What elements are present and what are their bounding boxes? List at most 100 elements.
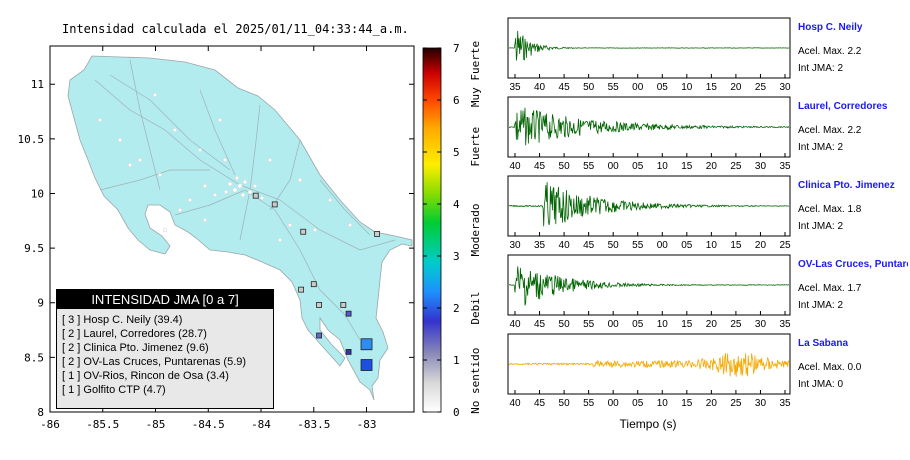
station-jma: Int JMA: 2	[798, 300, 844, 311]
waveform-trace	[509, 266, 789, 306]
legend-item: [ 1 ] Golfito CTP (4.7)	[62, 384, 166, 396]
station-name: La Sabana	[798, 338, 849, 349]
waveform-tick-label: 05	[632, 398, 644, 409]
colorbar-tick-label: 7	[453, 42, 460, 55]
waveform-tick-label: 20	[706, 161, 718, 172]
waveform-tick-label: 55	[583, 319, 595, 330]
station-pga: Acel. Max. 0.0	[798, 362, 862, 373]
station-marker	[345, 310, 352, 317]
waveform-trace	[508, 107, 790, 146]
waveform-tick-label: 35	[779, 398, 791, 409]
waveform-tick-label: 10	[657, 319, 669, 330]
waveform-tick-label: 05	[657, 82, 669, 93]
station-marker	[340, 302, 347, 308]
waveform-tick-label: 00	[608, 398, 620, 409]
waveform-tick-label: 15	[681, 319, 693, 330]
waveform-panel: 35 40 45 50 55 00 05 10 15 20 25 30	[507, 17, 791, 93]
waveform-tick-label: 50	[608, 240, 620, 251]
station-marker	[360, 359, 373, 371]
waveform-tick-label: 45	[559, 82, 571, 93]
lon-tick-label: -84	[251, 418, 271, 431]
longitude-axis: -86 -85.5 -85 -84.5 -84 -83.5 -83	[40, 46, 376, 431]
station-marker	[252, 192, 259, 199]
lat-tick-label: 8.5	[24, 351, 44, 364]
waveform-tick-label: 00	[632, 82, 644, 93]
waveform-tick-label: 40	[534, 82, 546, 93]
waveform-tick-label: 25	[730, 319, 742, 330]
waveform-tick-label: 50	[583, 82, 595, 93]
waveform-tick-label: 55	[632, 240, 644, 251]
waveform-tick-label: 15	[706, 82, 718, 93]
time-axis-label: Tiempo (s)	[620, 417, 677, 431]
waveform-tick-label: 55	[583, 161, 595, 172]
waveform-tick-label: 15	[681, 161, 693, 172]
colorbar-tick-label: 2	[453, 302, 460, 315]
waveform-tick-label: 45	[534, 398, 546, 409]
page-title: Intensidad calculada el 2025/01/11_04:33…	[62, 22, 409, 36]
legend-list: [ 3 ] Hosp C. Neily (39.4) [ 2 ] Laurel,…	[57, 313, 273, 397]
waveform-panels: 35 40 45 50 55 00 05 10 15 20 25 30 40 45 50 55 00 05 10 15…	[507, 17, 791, 431]
colorbar-tick-label: 3	[453, 250, 460, 263]
waveform-trace	[508, 353, 790, 377]
lon-tick-label: -84.5	[192, 418, 225, 431]
waveform-tick-label: 35	[534, 240, 546, 251]
waveform-tick-label: 15	[730, 240, 742, 251]
station-pga: Acel. Max. 1.7	[798, 283, 862, 294]
latitude-axis: 11 10.5 10 9.5 9 8.5 8	[18, 78, 414, 419]
waveform-tick-label: 00	[608, 319, 620, 330]
lon-tick-label: -83.5	[297, 418, 330, 431]
waveform-tick-label: 45	[534, 161, 546, 172]
lon-tick-label: -86	[40, 418, 60, 431]
station-marker	[374, 231, 380, 237]
station-pga: Acel. Max. 2.2	[798, 125, 862, 136]
lat-tick-label: 11	[31, 78, 44, 91]
lat-tick-label: 10.5	[18, 133, 45, 146]
station-pga: Acel. Max. 2.2	[798, 46, 862, 57]
waveform-tick-label: 10	[657, 161, 669, 172]
colorbar-tick-label: 1	[453, 354, 460, 367]
costa-rica-landmass	[67, 55, 413, 401]
legend-header: INTENSIDAD JMA [0 a 7]	[57, 290, 273, 309]
station-marker	[298, 286, 305, 293]
waveform-tick-label: 20	[755, 240, 767, 251]
colorbar-category-label: Fuerte	[469, 127, 482, 167]
station-name: Laurel, Corredores	[798, 101, 888, 112]
lon-tick-label: -83	[357, 418, 377, 431]
waveform-tick-label: 20	[706, 398, 718, 409]
lon-tick-label: -85	[146, 418, 166, 431]
lat-tick-label: 9.5	[24, 242, 44, 255]
station-marker	[300, 228, 307, 235]
station-marker	[316, 332, 322, 339]
station-marker	[310, 281, 317, 288]
waveform-tick-label: 35	[509, 82, 521, 93]
legend-item: [ 2 ] Clinica Pto. Jimenez (9.6)	[62, 342, 209, 354]
waveform-tick-label: 45	[534, 319, 546, 330]
waveform-tick-label: 00	[608, 161, 620, 172]
waveform-tick-label: 45	[583, 240, 595, 251]
colorbar-category-label: Debil	[469, 291, 482, 324]
waveform-tick-label: 20	[706, 319, 718, 330]
waveform-tick-label: 20	[730, 82, 742, 93]
waveform-tick-label: 50	[559, 161, 571, 172]
colorbar-category-label: Muy Fuerte	[469, 41, 482, 107]
legend-item: [ 2 ] OV-Las Cruces, Puntarenas (5.9)	[62, 356, 247, 368]
lat-tick-label: 10	[31, 187, 44, 200]
colorbar-tick-label: 6	[453, 94, 460, 107]
waveform-tick-label: 25	[779, 240, 791, 251]
station-jma: Int JMA: 2	[798, 63, 844, 74]
waveform-tick-label: 55	[583, 398, 595, 409]
waveform-tick-label: 25	[730, 161, 742, 172]
colorbar-tick-label: 5	[453, 146, 460, 159]
station-pga: Acel. Max. 1.8	[798, 204, 862, 215]
waveform-tick-label: 00	[657, 240, 669, 251]
station-name: Clinica Pto. Jimenez	[798, 180, 895, 191]
intensity-legend: INTENSIDAD JMA [0 a 7] [ 3 ] Hosp C. Nei…	[56, 289, 274, 409]
waveform-panel: 30 35 40 45 50 55 00 05 10 15 20 25	[507, 175, 791, 251]
colorbar-tick-label: 4	[453, 198, 460, 211]
waveform-panel: 40 45 50 55 00 05 10 15 20 25 30 35	[507, 333, 791, 409]
waveform-tick-label: 25	[755, 82, 767, 93]
waveform-tick-label: 05	[681, 240, 693, 251]
waveform-tick-label: 35	[779, 319, 791, 330]
waveform-tick-label: 30	[755, 398, 767, 409]
waveform-panel: 40 45 50 55 00 05 10 15 20 25 30 35	[507, 96, 791, 172]
